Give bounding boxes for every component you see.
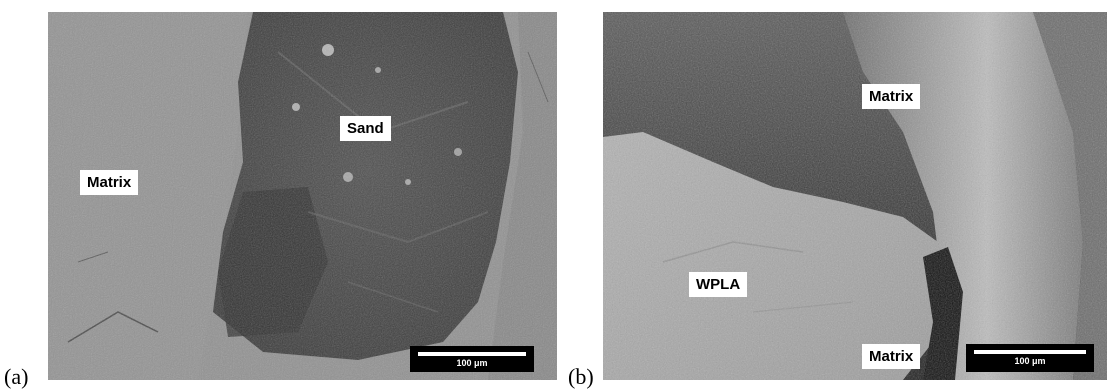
matrix-label-top: Matrix	[862, 84, 921, 109]
scale-bar-line	[974, 350, 1086, 354]
sem-micrograph-b: Matrix WPLA Matrix 100 μm	[603, 12, 1107, 380]
matrix-label: Matrix	[80, 170, 139, 195]
scale-bar-a: 100 μm	[410, 346, 534, 372]
scale-bar-text: 100 μm	[456, 358, 488, 368]
matrix-label-bottom: Matrix	[862, 344, 921, 369]
panel-b-letter: (b)	[568, 364, 594, 389]
panel-a-letter: (a)	[4, 364, 29, 389]
scale-bar-line	[418, 352, 526, 356]
wpla-label: WPLA	[689, 272, 748, 297]
scale-bar-text: 100 μm	[1014, 356, 1046, 366]
scale-bar-b: 100 μm	[966, 344, 1094, 372]
sand-label: Sand	[340, 116, 391, 141]
sem-micrograph-a: Matrix Sand 100 μm	[48, 12, 557, 380]
